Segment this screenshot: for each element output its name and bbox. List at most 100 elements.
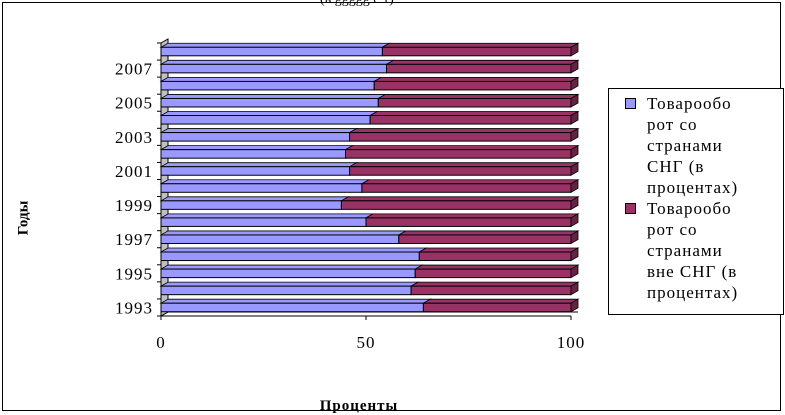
bar-side-2003 bbox=[570, 127, 579, 142]
bar-top-1996-s1 bbox=[417, 247, 580, 253]
bar-2008-s1 bbox=[381, 46, 572, 57]
bar-side-2008 bbox=[570, 42, 579, 57]
legend-label-cis: Товарообо рот со странами СНГ (в процент… bbox=[647, 94, 739, 197]
bar-side-1996 bbox=[570, 247, 579, 262]
bar-1998-s0 bbox=[160, 217, 367, 227]
bar-1993-s1 bbox=[422, 302, 572, 313]
x-tick-label-0: 0 bbox=[156, 333, 166, 352]
chart-top-text: (в ggggg e т) bbox=[320, 0, 394, 8]
bar-side-2006 bbox=[570, 76, 579, 91]
bar-side-2007 bbox=[570, 59, 579, 74]
bar-2004-s0 bbox=[160, 115, 371, 125]
bar-top-2004-s0 bbox=[159, 111, 379, 116]
bar-side-2004 bbox=[570, 110, 579, 125]
plot-floor bbox=[160, 311, 578, 317]
bar-top-2003-s1 bbox=[348, 128, 580, 133]
bar-2001-s1 bbox=[349, 166, 572, 176]
legend-swatch-non-cis bbox=[625, 203, 636, 214]
bar-1999-s1 bbox=[340, 200, 572, 210]
bar-top-2008-s0 bbox=[159, 42, 391, 48]
bar-top-1997-s0 bbox=[159, 230, 408, 236]
bar-top-2002-s0 bbox=[159, 145, 355, 151]
bar-2003-s0 bbox=[160, 132, 351, 142]
y-tick-label-1999: 1999 bbox=[115, 196, 153, 215]
bar-side-2001 bbox=[570, 162, 579, 176]
bar-side-2002 bbox=[570, 144, 579, 159]
y-tick-label-1993: 1993 bbox=[115, 298, 153, 317]
bar-1994-s0 bbox=[160, 285, 412, 296]
bar-top-2001-s1 bbox=[348, 162, 580, 168]
bar-top-1995-s1 bbox=[413, 264, 580, 270]
bar-1997-s1 bbox=[398, 234, 572, 244]
bar-top-2006-s1 bbox=[372, 76, 580, 82]
bar-top-2002-s1 bbox=[343, 145, 580, 151]
bar-top-1993-s1 bbox=[421, 298, 580, 304]
bar-1999-s0 bbox=[160, 200, 342, 210]
bar-top-1997-s1 bbox=[397, 230, 580, 236]
bar-1996-s0 bbox=[160, 251, 420, 262]
bar-2004-s1 bbox=[369, 115, 572, 125]
bar-2002-s0 bbox=[160, 149, 346, 159]
y-tick-label-1997: 1997 bbox=[115, 230, 153, 249]
bar-1994-s1 bbox=[410, 285, 572, 296]
x-axis-label: Проценты bbox=[319, 398, 399, 414]
bar-side-1998 bbox=[570, 213, 579, 228]
bar-2000-s1 bbox=[361, 183, 572, 193]
bar-2002-s1 bbox=[345, 149, 572, 159]
bar-side-1999 bbox=[570, 196, 579, 211]
bar-top-1998-s0 bbox=[159, 213, 375, 219]
bar-top-2000-s0 bbox=[159, 179, 371, 185]
bar-top-2001-s0 bbox=[159, 162, 359, 168]
bar-top-1994-s0 bbox=[159, 281, 420, 287]
bar-1995-s0 bbox=[160, 268, 416, 279]
bar-side-1997 bbox=[570, 230, 579, 245]
bar-side-1994 bbox=[570, 281, 579, 296]
bar-top-1999-s0 bbox=[159, 196, 350, 202]
bar-side-2000 bbox=[570, 179, 579, 193]
bar-1997-s0 bbox=[160, 234, 400, 244]
bar-2006-s0 bbox=[160, 80, 375, 91]
bar-top-2008-s1 bbox=[380, 42, 580, 48]
bar-2001-s0 bbox=[160, 166, 351, 176]
bar-2003-s1 bbox=[349, 132, 572, 142]
bar-top-1993-s0 bbox=[159, 298, 432, 304]
bar-top-2003-s0 bbox=[159, 128, 359, 133]
bar-1998-s1 bbox=[365, 217, 572, 227]
bar-side-1993 bbox=[570, 298, 579, 313]
bar-2005-s1 bbox=[377, 97, 572, 108]
y-tick-label-1995: 1995 bbox=[115, 264, 153, 283]
bar-2005-s0 bbox=[160, 97, 379, 108]
legend-label-non-cis: Товарообо рот со странами вне СНГ (в про… bbox=[647, 199, 739, 302]
bar-2007-s0 bbox=[160, 63, 387, 74]
y-tick-label-2001: 2001 bbox=[115, 162, 153, 181]
bar-top-1996-s0 bbox=[159, 247, 428, 253]
legend-swatch-cis bbox=[625, 98, 636, 109]
bar-top-2000-s1 bbox=[360, 179, 580, 185]
x-tick-label-50: 50 bbox=[357, 333, 376, 352]
bar-side-1995 bbox=[570, 264, 579, 279]
bar-top-2007-s1 bbox=[384, 59, 580, 65]
x-tick-label-100: 100 bbox=[557, 333, 586, 352]
bar-top-2006-s0 bbox=[159, 76, 383, 82]
bar-top-1995-s0 bbox=[159, 264, 424, 270]
bar-top-1998-s1 bbox=[364, 213, 580, 219]
y-tick-label-2007: 2007 bbox=[115, 60, 153, 79]
bar-1996-s1 bbox=[418, 251, 572, 262]
bar-1993-s0 bbox=[160, 302, 424, 313]
bar-2007-s1 bbox=[386, 63, 572, 74]
bar-top-1999-s1 bbox=[339, 196, 580, 202]
bar-top-2005-s1 bbox=[376, 94, 580, 99]
y-tick-label-2005: 2005 bbox=[115, 94, 153, 113]
bar-2006-s1 bbox=[373, 80, 572, 91]
bar-side-2005 bbox=[570, 93, 579, 108]
bar-top-2007-s0 bbox=[159, 59, 396, 65]
y-axis-label: Годы bbox=[15, 200, 32, 236]
y-tick-label-2003: 2003 bbox=[115, 128, 153, 147]
chart-legend: Товарообо рот со странами СНГ (в процент… bbox=[608, 88, 784, 315]
bar-top-2005-s0 bbox=[159, 94, 387, 99]
bar-top-1994-s1 bbox=[409, 281, 580, 287]
bar-top-2004-s1 bbox=[368, 111, 580, 116]
bar-2000-s0 bbox=[160, 183, 363, 193]
bar-2008-s0 bbox=[160, 46, 383, 57]
